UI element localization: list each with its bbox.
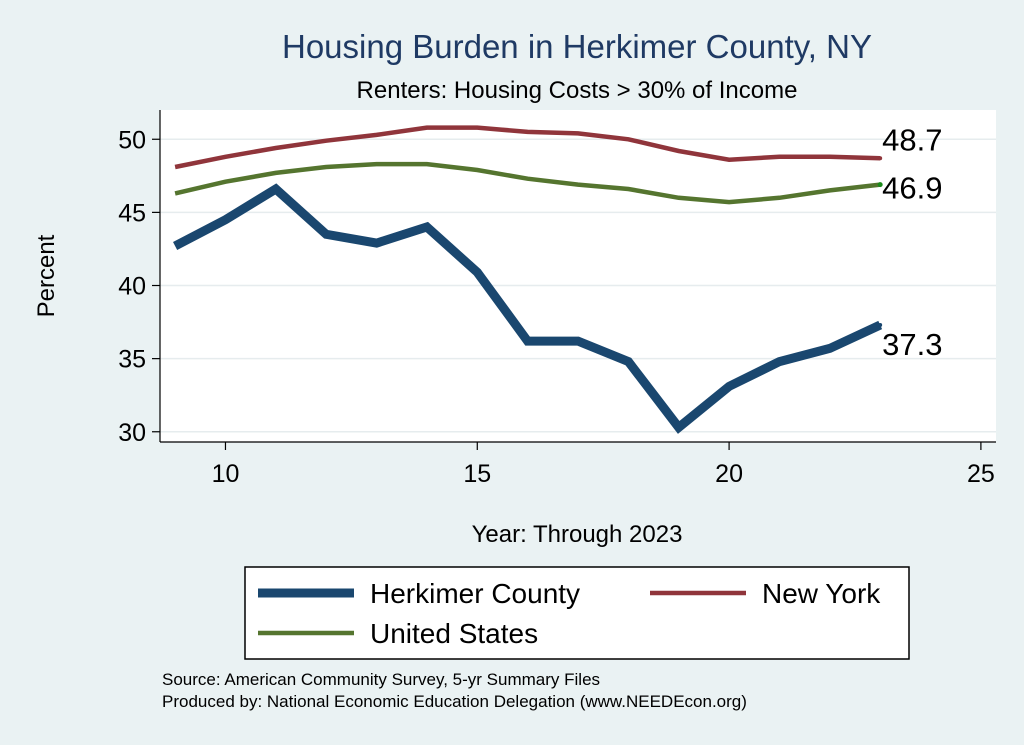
- series-end-point-united-states: [877, 182, 883, 188]
- y-tick-label: 30: [118, 419, 146, 447]
- y-tick-label: 45: [118, 199, 146, 227]
- axes: 30 35 40 45 50 10 15 20 25: [118, 110, 996, 488]
- end-labels: 37.3 48.7 46.9: [882, 122, 942, 362]
- series-line-new-york: [174, 125, 881, 170]
- chart-subtitle: Renters: Housing Costs > 30% of Income: [357, 77, 798, 104]
- series-line-united-states: [174, 161, 881, 205]
- legend-label-herkimer-county: Herkimer County: [370, 578, 580, 609]
- series-end-point-new-york: [878, 156, 883, 161]
- y-tick-label: 35: [118, 346, 146, 374]
- series-end-point-herkimer-county: [878, 322, 883, 327]
- end-label-united-states: 46.9: [882, 171, 942, 206]
- x-tick-label: 25: [967, 460, 995, 488]
- legend: Herkimer County New York United States: [258, 578, 881, 649]
- series: [173, 125, 883, 434]
- y-tick-label: 50: [118, 126, 146, 154]
- plot-area: [160, 110, 996, 442]
- chart-title: Housing Burden in Herkimer County, NY: [282, 28, 872, 65]
- legend-label-united-states: United States: [370, 618, 538, 649]
- producer-note: Produced by: National Economic Education…: [162, 692, 747, 711]
- y-tick-label: 40: [118, 273, 146, 301]
- x-axis-label: Year: Through 2023: [472, 521, 683, 548]
- x-tick-label: 10: [212, 460, 240, 488]
- series-line-herkimer-county: [173, 183, 883, 434]
- x-tick-label: 20: [715, 460, 743, 488]
- x-tick-label: 15: [463, 460, 491, 488]
- end-label-herkimer-county: 37.3: [882, 327, 942, 362]
- y-axis-label: Percent: [33, 234, 60, 317]
- legend-label-new-york: New York: [762, 578, 881, 609]
- source-note: Source: American Community Survey, 5-yr …: [162, 670, 600, 689]
- legend-box: [244, 566, 910, 660]
- end-label-new-york: 48.7: [882, 122, 942, 157]
